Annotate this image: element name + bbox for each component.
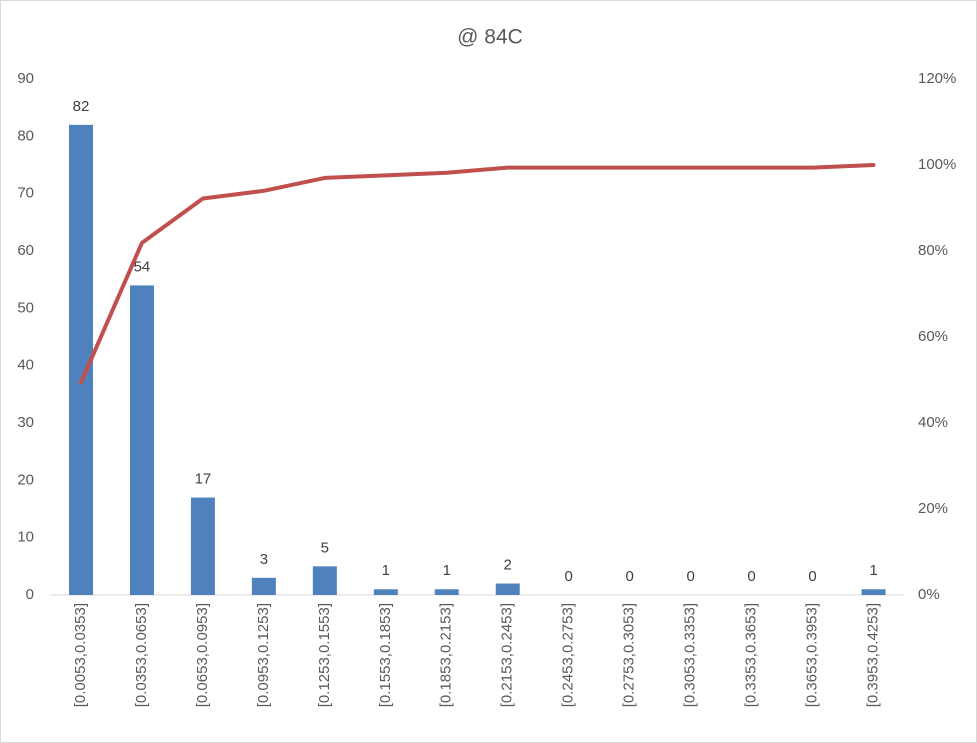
- y-tick-label: 30: [17, 414, 34, 431]
- bar: [251, 577, 276, 595]
- data-label: 1: [443, 562, 451, 579]
- bar: [373, 589, 398, 595]
- data-label: 5: [321, 539, 329, 556]
- y-tick-label: 60: [17, 242, 34, 259]
- data-label: 0: [625, 568, 633, 585]
- x-tick-label: [0.3653,0.3953]: [804, 603, 821, 707]
- x-tick-label: [0.2453,0.2753]: [560, 603, 577, 707]
- data-label: 54: [134, 258, 151, 275]
- data-label: 17: [195, 471, 212, 488]
- y-tick-label: 0: [26, 586, 34, 603]
- bar: [129, 285, 154, 595]
- y2-tick-label: 0%: [918, 586, 940, 603]
- data-label: 1: [869, 562, 877, 579]
- x-tick-label: [0.3053,0.3353]: [682, 603, 699, 707]
- data-label: 82: [73, 98, 90, 115]
- x-tick-label: [0.3353,0.3653]: [743, 603, 760, 707]
- bar: [190, 497, 215, 595]
- x-tick-label: [0.0653,0.0953]: [194, 603, 211, 707]
- x-tick-label: [0.0053,0.0353]: [72, 603, 89, 707]
- y-tick-label: 20: [17, 471, 34, 488]
- y2-tick-label: 20%: [918, 500, 948, 517]
- data-label: 1: [382, 562, 390, 579]
- y-tick-label: 70: [17, 185, 34, 202]
- y2-tick-label: 40%: [918, 414, 948, 431]
- y2-tick-label: 80%: [918, 242, 948, 259]
- y-tick-label: 50: [17, 299, 34, 316]
- x-tick-label: [0.2753,0.3053]: [621, 603, 638, 707]
- cumulative-line: [78, 163, 876, 385]
- y-tick-label: 80: [17, 127, 34, 144]
- bar: [495, 583, 520, 595]
- x-tick-label: [0.3953,0.4253]: [864, 603, 881, 707]
- y2-tick-label: 100%: [918, 156, 956, 173]
- x-tick-label: [0.0953,0.1253]: [255, 603, 272, 707]
- x-tick-label: [0.1853,0.2153]: [438, 603, 455, 707]
- y-tick-label: 40: [17, 357, 34, 374]
- x-tick-label: [0.1253,0.1553]: [316, 603, 333, 707]
- bar: [312, 566, 337, 595]
- chart-title: @ 84C: [457, 26, 523, 49]
- y-tick-label: 10: [17, 529, 34, 546]
- data-label: 0: [747, 568, 755, 585]
- y2-tick-label: 60%: [918, 328, 948, 345]
- data-label: 3: [260, 551, 268, 568]
- y2-tick-label: 120%: [918, 70, 956, 87]
- bar: [861, 589, 886, 595]
- x-tick-label: [0.1553,0.1853]: [377, 603, 394, 707]
- data-label: 0: [686, 568, 694, 585]
- x-tick-label: [0.2153,0.2453]: [499, 603, 516, 707]
- data-label: 0: [565, 568, 573, 585]
- data-label: 2: [504, 557, 512, 574]
- y-tick-label: 90: [17, 70, 34, 87]
- x-tick-label: [0.0353,0.0653]: [133, 603, 150, 707]
- bar: [434, 589, 459, 595]
- data-label: 0: [808, 568, 816, 585]
